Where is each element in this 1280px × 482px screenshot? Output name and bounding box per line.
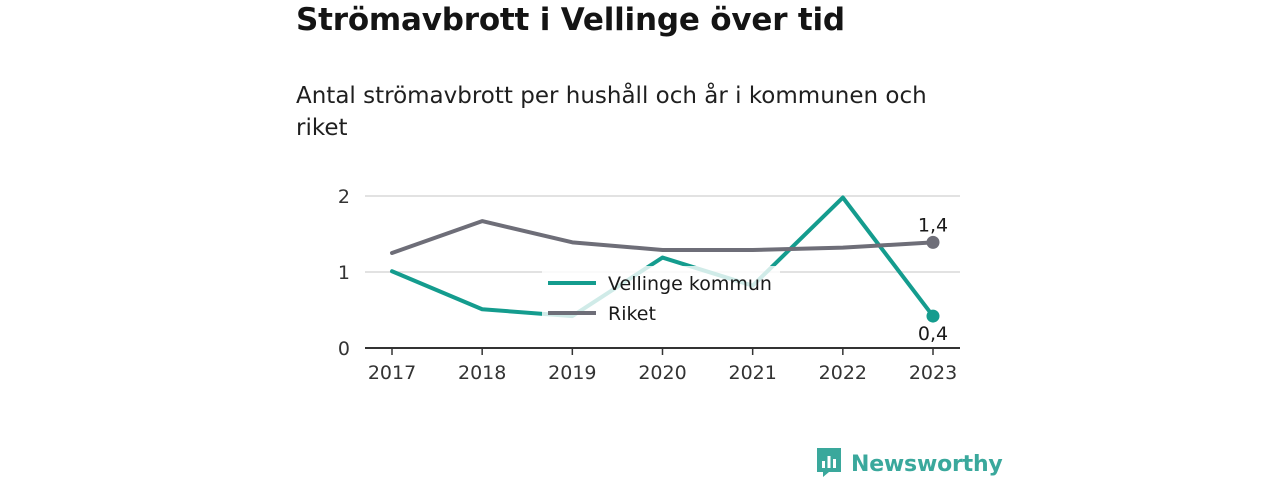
x-tick-label: 2018	[458, 362, 506, 384]
x-tick-label: 2021	[728, 362, 776, 384]
series-end-point	[926, 309, 940, 323]
chart-subtitle: Antal strömavbrott per hushåll och år i …	[296, 83, 927, 141]
x-tick-label: 2019	[548, 362, 596, 384]
x-tick-label: 2017	[368, 362, 416, 384]
series-line	[390, 219, 935, 255]
data-label: 1,4	[918, 214, 948, 236]
series-line	[390, 195, 935, 319]
x-tick-label: 2022	[819, 362, 867, 384]
y-tick-label: 0	[338, 338, 350, 360]
x-tick-label: 2023	[909, 362, 957, 384]
legend-label: Vellinge kommun	[608, 273, 772, 295]
data-label: 0,4	[918, 323, 948, 345]
y-tick-label: 1	[338, 262, 350, 284]
brand-logo: Newsworthy	[815, 446, 1003, 482]
newsworthy-logo-icon	[815, 446, 843, 482]
y-tick-label: 2	[338, 186, 350, 208]
legend-label: Riket	[608, 303, 656, 325]
chart-title: Strömavbrott i Vellinge över tid	[296, 2, 845, 38]
legend-background	[542, 266, 780, 328]
x-tick-label: 2020	[638, 362, 686, 384]
brand-name: Newsworthy	[851, 451, 1003, 477]
series-end-point	[926, 235, 940, 249]
